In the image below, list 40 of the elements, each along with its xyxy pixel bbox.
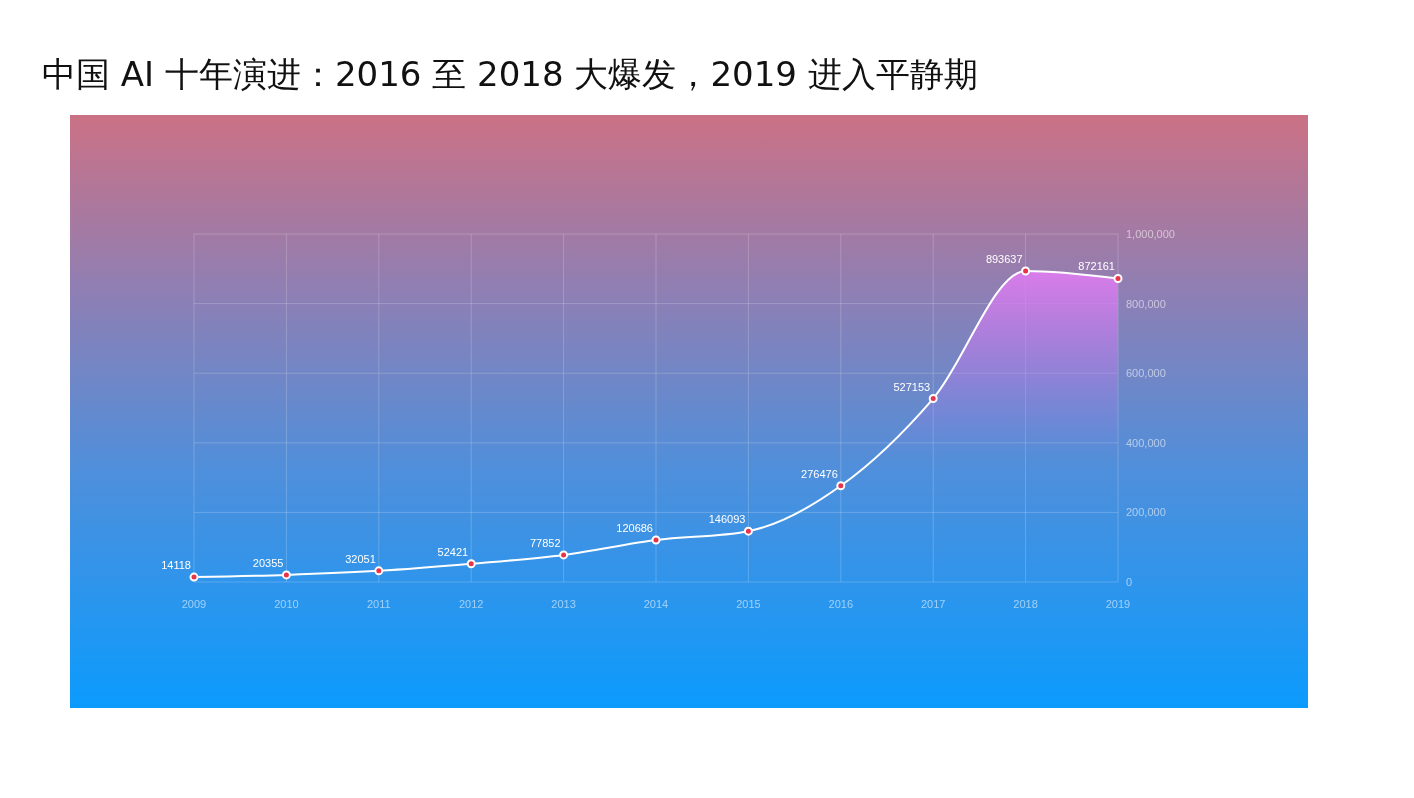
y-tick-label: 0: [1126, 575, 1133, 588]
x-tick-label: 2013: [551, 597, 576, 610]
point: [836, 481, 846, 491]
point: [466, 559, 476, 569]
x-tick-label: 2009: [181, 597, 207, 610]
y-tick-label: 600,000: [1126, 367, 1166, 380]
point: [559, 550, 569, 560]
data-label: 527153: [893, 380, 931, 393]
point: [189, 572, 199, 582]
x-tick-label: 2011: [366, 597, 391, 610]
chart-title: 中国 AI 十年演进：2016 至 2018 大爆发，2019 进入平静期: [42, 53, 978, 96]
y-tick-label: 800,000: [1126, 297, 1166, 310]
y-tick-label: 1,000,000: [1126, 227, 1175, 240]
y-tick-label: 200,000: [1126, 506, 1166, 519]
y-tick-label: 400,000: [1126, 436, 1166, 449]
data-label: 872161: [1078, 260, 1115, 273]
point: [743, 526, 753, 536]
point: [1021, 266, 1031, 276]
x-tick-label: 2017: [920, 597, 946, 610]
x-tick-label: 2019: [1105, 597, 1131, 610]
point: [1113, 273, 1123, 283]
data-label: 77852: [530, 536, 561, 549]
point: [651, 535, 661, 545]
x-tick-label: 2012: [458, 597, 484, 610]
x-tick-label: 2016: [828, 597, 854, 610]
x-tick-label: 2018: [1013, 597, 1038, 610]
point: [374, 566, 384, 576]
data-label: 14118: [161, 559, 191, 572]
data-label: 893637: [985, 253, 1023, 266]
x-tick-label: 2015: [736, 597, 761, 610]
data-label: 276476: [801, 467, 838, 480]
x-tick-label: 2010: [274, 597, 299, 610]
x-tick-label: 2014: [643, 597, 669, 610]
data-label: 20355: [252, 556, 284, 569]
data-label: 52421: [437, 545, 469, 558]
data-label: 120686: [616, 522, 653, 534]
data-label: 146093: [708, 513, 746, 526]
point: [281, 570, 291, 580]
point: [928, 394, 938, 404]
data-label: 32051: [345, 552, 376, 565]
